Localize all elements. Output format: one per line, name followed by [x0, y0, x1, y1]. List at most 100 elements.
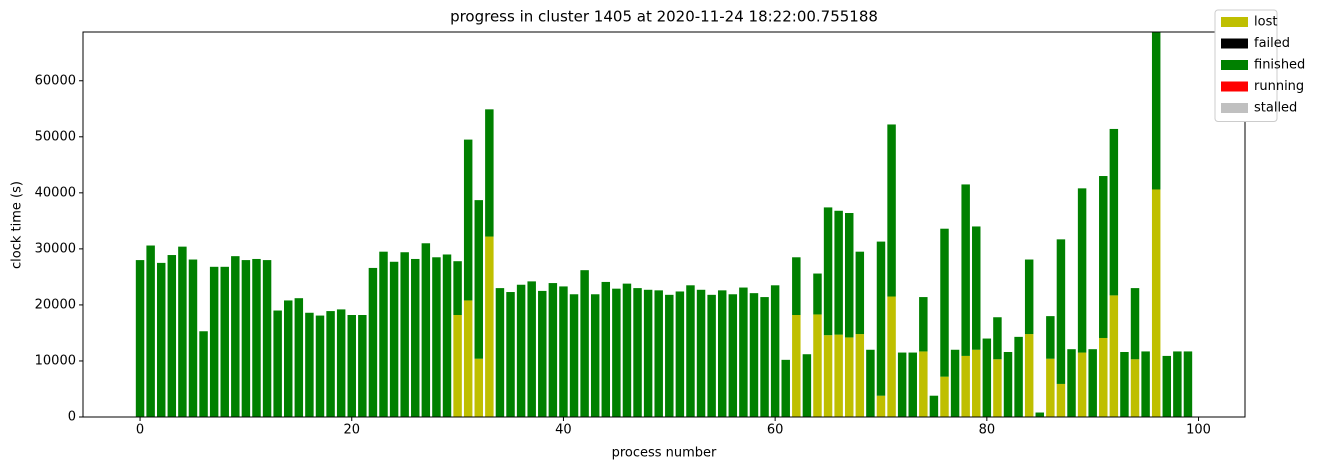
bar-segment	[622, 283, 632, 417]
bar-segment	[538, 290, 547, 417]
legend-label: stalled	[1254, 101, 1297, 116]
y-tick-label: 50000	[35, 129, 76, 144]
y-tick-label: 60000	[35, 73, 76, 88]
bar-segment	[1173, 351, 1182, 417]
y-tick-label: 40000	[35, 185, 76, 200]
bar-segment	[950, 349, 960, 417]
bar-segment	[474, 200, 483, 359]
y-tick-label: 20000	[35, 297, 76, 312]
bar-segment	[156, 262, 166, 417]
bar-segment	[665, 294, 674, 417]
bar-segment	[368, 267, 378, 417]
bar-segment	[358, 315, 367, 417]
legend-swatch	[1221, 60, 1248, 70]
bar-segment	[1003, 351, 1013, 417]
bar-segment	[972, 226, 981, 350]
x-axis-label: process number	[612, 446, 717, 461]
bar-segment	[527, 281, 536, 417]
bar-segment	[411, 258, 420, 417]
bar-segment	[167, 255, 177, 417]
bar-segment	[209, 266, 219, 417]
bar-segment	[516, 284, 526, 417]
bar-segment	[855, 334, 865, 417]
bar-segment	[675, 291, 685, 417]
bar-segment	[241, 260, 251, 417]
bar-segment	[717, 290, 727, 417]
legend: lost failed finished running stalled	[1214, 9, 1305, 122]
bar-segment	[887, 124, 896, 297]
bar-segment	[919, 351, 928, 417]
x-tick-label: 60	[767, 423, 784, 438]
bar-segment	[1077, 188, 1087, 353]
bar-segment	[940, 228, 949, 377]
bar-segment	[1088, 349, 1097, 417]
bar-segment	[834, 210, 843, 335]
bar-segment	[379, 251, 388, 417]
bar-segment	[284, 300, 293, 417]
bar-segment	[548, 283, 558, 417]
bar-segment	[389, 261, 399, 417]
bar-segment	[643, 289, 653, 417]
bar-segment	[1046, 358, 1055, 417]
legend-label: failed	[1254, 36, 1290, 51]
bar-segment	[400, 252, 409, 417]
bar-segment	[908, 352, 917, 417]
bar-segment	[982, 338, 992, 417]
bar-segment	[1099, 176, 1108, 338]
bar-segment	[1141, 351, 1150, 417]
bar-segment	[887, 296, 896, 417]
bar-segment	[834, 334, 843, 417]
bar-segment	[421, 243, 431, 417]
bar-segment	[199, 331, 208, 417]
bar-segment	[876, 395, 886, 417]
bar-segment	[972, 349, 981, 417]
bar-segment	[262, 260, 272, 417]
bar-segment	[569, 294, 579, 417]
bar-segment	[823, 207, 833, 336]
bar-segment	[1056, 383, 1066, 417]
legend-label: lost	[1254, 15, 1277, 30]
bar-segment	[929, 395, 939, 417]
bar-segment	[1077, 352, 1087, 417]
bar-segment	[485, 236, 494, 417]
bar-segment	[1024, 259, 1034, 335]
bar-segment	[781, 359, 790, 417]
y-axis-label: clock time (s)	[10, 181, 25, 269]
bar-segment	[590, 294, 600, 417]
bar-segment	[463, 300, 473, 417]
bar-segment	[220, 266, 229, 417]
bar-segment	[1056, 239, 1066, 384]
bar-segment	[1109, 128, 1119, 296]
bar-segment	[728, 294, 738, 417]
legend-label: running	[1254, 79, 1304, 94]
bar-segment	[876, 241, 886, 396]
bar-segment	[696, 289, 706, 417]
bar-segment	[1151, 32, 1161, 190]
bar-segment	[252, 258, 261, 417]
axes-frame	[82, 31, 1246, 418]
bar-segment	[432, 257, 441, 417]
bar-segment	[749, 293, 759, 417]
bar-segment	[760, 297, 769, 417]
bar-segment	[1046, 316, 1055, 359]
bar-segment	[135, 260, 145, 417]
bar-segment	[1024, 334, 1034, 417]
bar-segment	[845, 213, 854, 338]
bar-segment	[1109, 295, 1119, 417]
bar-segment	[1099, 337, 1108, 417]
bar-segment	[506, 292, 515, 417]
chart-title: progress in cluster 1405 at 2020-11-24 1…	[450, 8, 878, 26]
legend-swatch	[1221, 103, 1248, 113]
legend-swatch	[1221, 81, 1248, 92]
x-tick-label: 100	[1186, 423, 1211, 438]
bar-segment	[188, 259, 198, 417]
bar-segment	[961, 355, 970, 417]
bar-segment	[802, 354, 812, 417]
bar-segment	[453, 315, 462, 417]
bar-segment	[1183, 351, 1193, 417]
bar-segment	[792, 257, 801, 316]
x-tick-label: 80	[979, 423, 996, 438]
bar-segment	[146, 245, 155, 417]
bar-segment	[305, 312, 314, 417]
bar-segment	[1151, 189, 1161, 417]
